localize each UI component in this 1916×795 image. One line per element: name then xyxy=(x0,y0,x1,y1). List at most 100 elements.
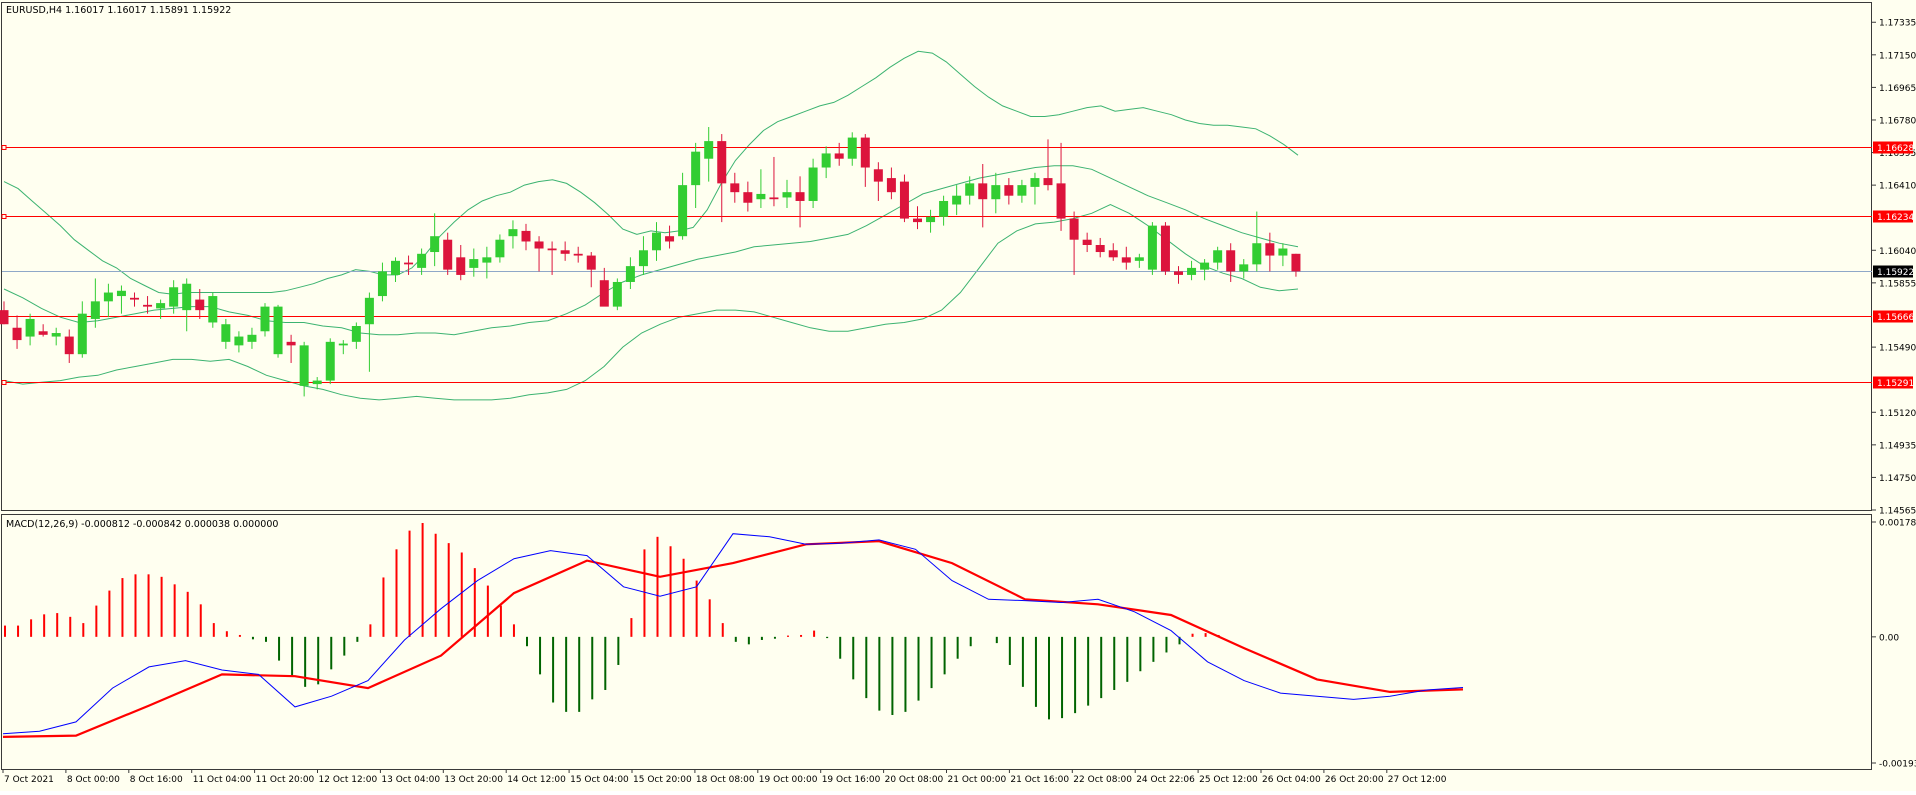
candle-body-57 xyxy=(743,192,753,203)
price-axis: 1.17335 1.17150 1.16965 1.16780 1.16595 1.164… xyxy=(1872,19,1916,517)
candle-27 xyxy=(351,322,361,349)
macd-tick-label-2: -0.001938 xyxy=(1879,760,1916,770)
candle-25 xyxy=(325,338,335,385)
candle-84 xyxy=(1095,237,1105,258)
candle-body-34 xyxy=(443,239,453,270)
candle-body-15 xyxy=(195,299,205,311)
candle-body-98 xyxy=(1278,248,1288,256)
time-tick-label-20: 26 Oct 04:00 xyxy=(1262,775,1321,785)
candle-19 xyxy=(247,327,257,349)
candle-body-38 xyxy=(495,239,505,258)
candle-body-4 xyxy=(51,333,61,337)
candle-94 xyxy=(1226,243,1236,282)
candle-body-17 xyxy=(221,324,231,342)
candle-44 xyxy=(573,246,583,263)
macd-main-line xyxy=(2,533,1464,735)
candle-11 xyxy=(143,296,153,314)
candle-body-29 xyxy=(377,271,387,297)
candle-body-27 xyxy=(351,325,361,342)
bid-label: 1.15922 xyxy=(1877,268,1914,278)
candle-body-0 xyxy=(0,310,9,325)
candle-18 xyxy=(234,331,244,353)
time-tick-label-4: 11 Oct 20:00 xyxy=(256,775,315,785)
candle-81 xyxy=(1056,142,1066,231)
level-label-1: 1.16234 xyxy=(1877,213,1914,223)
candle-48 xyxy=(625,257,635,290)
candle-83 xyxy=(1082,232,1092,253)
time-tick-label-5: 12 Oct 12:00 xyxy=(319,775,378,785)
candle-31 xyxy=(404,255,414,275)
candle-body-35 xyxy=(456,257,466,275)
candle-body-12 xyxy=(156,303,166,309)
candle-body-66 xyxy=(860,137,870,168)
macd-histogram xyxy=(4,523,1220,720)
price-tick-label-4: 1.16595 xyxy=(1879,149,1916,159)
candle-body-45 xyxy=(586,255,596,270)
candle-3 xyxy=(38,324,48,337)
price-tick-label-7: 1.15855 xyxy=(1879,279,1916,289)
candle-91 xyxy=(1187,260,1197,281)
macd-axis: 0.001789 0.00 -0.001938 xyxy=(1872,519,1916,770)
candle-body-14 xyxy=(182,283,192,311)
candle-16 xyxy=(208,292,218,328)
candle-body-88 xyxy=(1147,225,1157,270)
candle-body-51 xyxy=(665,236,675,242)
candle-body-2 xyxy=(25,318,35,337)
candle-40 xyxy=(521,223,531,251)
candle-body-67 xyxy=(873,169,883,182)
candle-62 xyxy=(808,158,818,209)
candle-body-25 xyxy=(325,341,335,381)
candle-body-82 xyxy=(1069,218,1079,240)
candlestick-series[interactable] xyxy=(0,127,1301,397)
time-tick-label-7: 13 Oct 20:00 xyxy=(444,775,503,785)
candle-body-75 xyxy=(978,183,988,200)
candle-body-61 xyxy=(795,192,805,201)
candle-15 xyxy=(195,289,205,319)
bollinger-upper-line xyxy=(3,50,1299,295)
candle-body-74 xyxy=(965,183,975,196)
time-tick-label-22: 27 Oct 12:00 xyxy=(1388,775,1447,785)
candle-body-80 xyxy=(1043,178,1053,186)
candle-body-31 xyxy=(404,262,414,265)
candle-73 xyxy=(952,185,962,216)
candle-43 xyxy=(560,241,570,261)
candle-42 xyxy=(547,241,557,275)
candle-body-69 xyxy=(899,181,909,219)
candle-88 xyxy=(1147,222,1157,275)
candle-body-77 xyxy=(1004,185,1014,196)
time-tick-label-1: 8 Oct 00:00 xyxy=(67,775,120,785)
time-tick-label-11: 18 Oct 08:00 xyxy=(696,775,755,785)
price-tick-label-6: 1.16040 xyxy=(1879,247,1916,257)
candle-9 xyxy=(116,285,126,314)
candle-body-92 xyxy=(1200,262,1210,270)
candle-body-79 xyxy=(1030,178,1040,187)
candle-51 xyxy=(665,225,675,249)
candle-70 xyxy=(913,206,922,230)
candle-56 xyxy=(730,172,740,203)
candle-body-13 xyxy=(169,287,179,307)
price-tick-label-1: 1.17150 xyxy=(1879,51,1916,61)
macd-lines xyxy=(2,533,1464,738)
level-label-3: 1.15291 xyxy=(1877,379,1914,389)
candle-10 xyxy=(130,292,139,307)
candle-23 xyxy=(299,341,309,397)
candle-14 xyxy=(182,278,192,332)
candle-body-64 xyxy=(834,153,844,159)
candle-body-26 xyxy=(338,343,348,346)
price-tick-label-9: 1.15120 xyxy=(1879,409,1916,419)
candle-58 xyxy=(756,169,766,209)
candle-body-91 xyxy=(1187,267,1197,275)
time-tick-label-13: 19 Oct 16:00 xyxy=(822,775,881,785)
time-axis: 7 Oct 2021 8 Oct 00:00 8 Oct 16:00 11 Oct 0… xyxy=(2,769,1447,785)
candle-59 xyxy=(769,156,779,207)
price-tick-label-10: 1.14935 xyxy=(1879,441,1916,451)
level-label-0: 1.16628 xyxy=(1877,144,1914,154)
candle-7 xyxy=(90,278,100,328)
candle-76 xyxy=(991,172,1001,214)
candle-body-6 xyxy=(77,313,87,355)
candle-body-30 xyxy=(391,260,400,275)
candle-body-36 xyxy=(469,259,479,268)
level-anchor-0 xyxy=(1,145,7,150)
